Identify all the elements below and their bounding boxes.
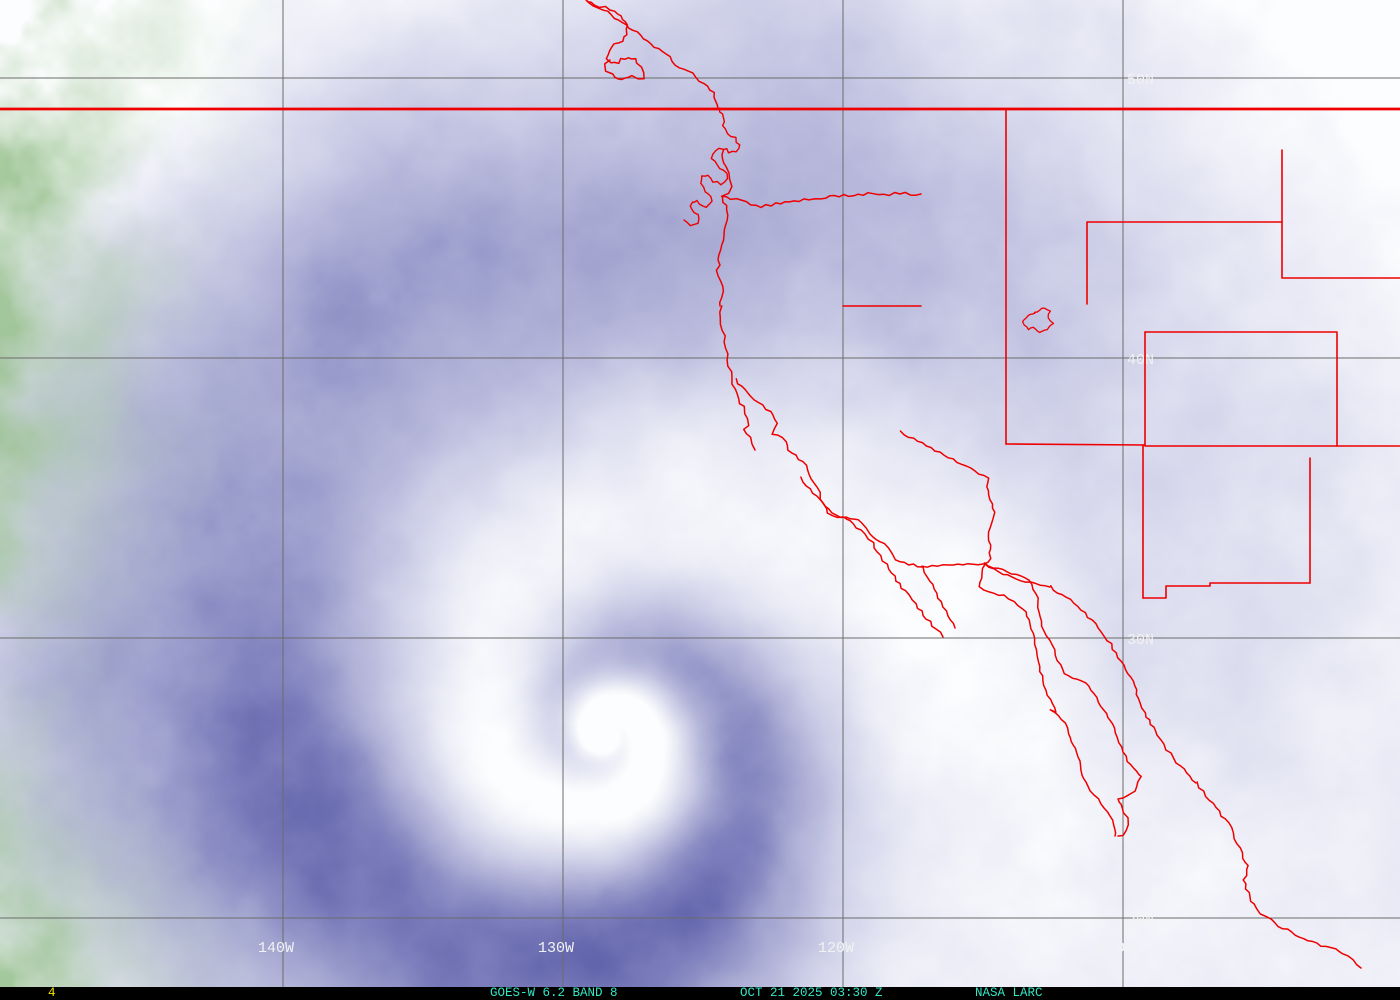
svg-text:NASA LARC: NASA LARC xyxy=(975,986,1043,1000)
svg-text:OCT 21 2025 03:30 Z: OCT 21 2025 03:30 Z xyxy=(740,986,883,1000)
svg-text:4: 4 xyxy=(48,986,56,1000)
svg-text:GOES-W 6.2 BAND 8: GOES-W 6.2 BAND 8 xyxy=(490,986,618,1000)
